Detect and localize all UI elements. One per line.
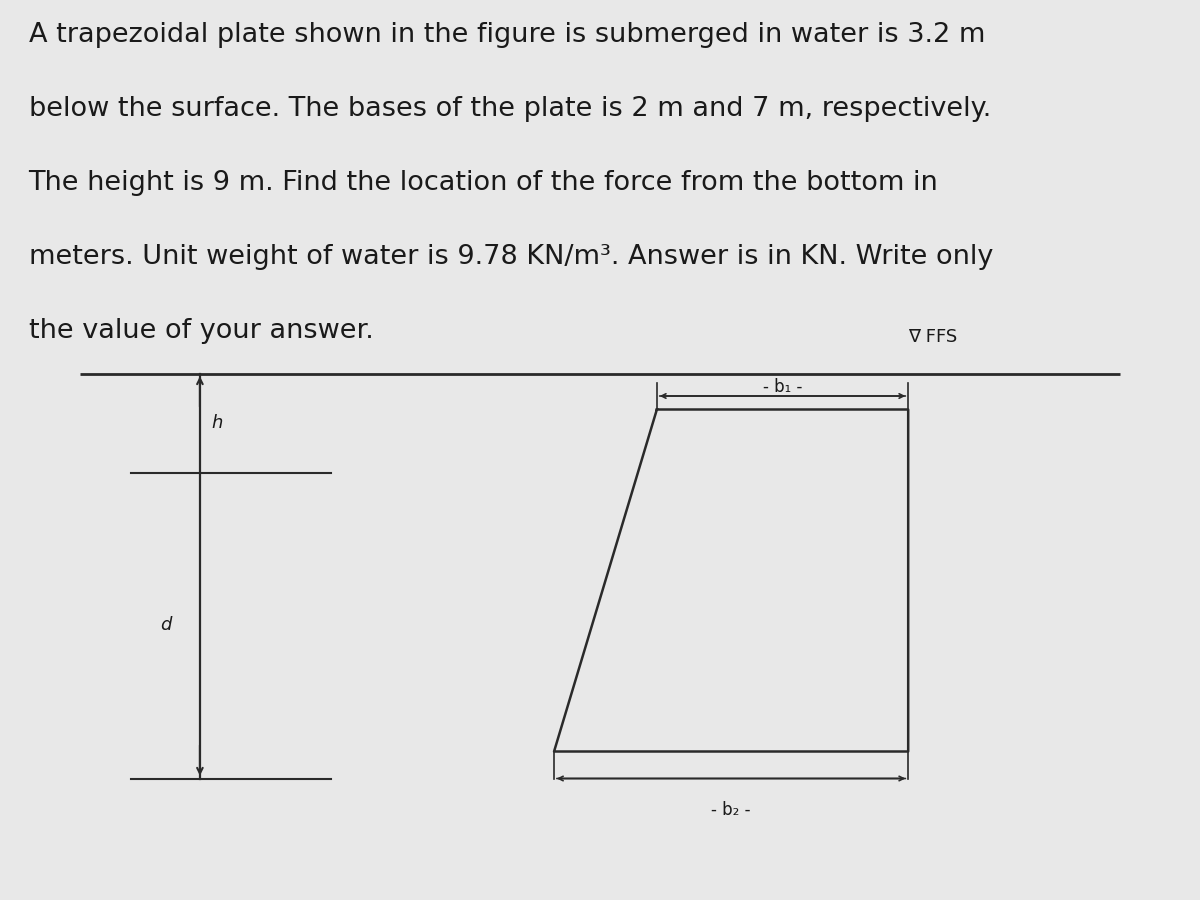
Text: h: h [211, 414, 223, 432]
Text: d: d [160, 616, 172, 634]
Text: The height is 9 m. Find the location of the force from the bottom in: The height is 9 m. Find the location of … [29, 170, 938, 196]
Text: - b₁ -: - b₁ - [763, 378, 803, 396]
Text: the value of your answer.: the value of your answer. [29, 318, 373, 344]
Text: below the surface. The bases of the plate is 2 m and 7 m, respectively.: below the surface. The bases of the plat… [29, 96, 991, 122]
Text: meters. Unit weight of water is 9.78 KN/m³. Answer is in KN. Write only: meters. Unit weight of water is 9.78 KN/… [29, 244, 992, 270]
Text: - b₂ -: - b₂ - [712, 801, 751, 819]
Text: ∇ FFS: ∇ FFS [908, 328, 958, 346]
Text: A trapezoidal plate shown in the figure is submerged in water is 3.2 m: A trapezoidal plate shown in the figure … [29, 22, 985, 49]
